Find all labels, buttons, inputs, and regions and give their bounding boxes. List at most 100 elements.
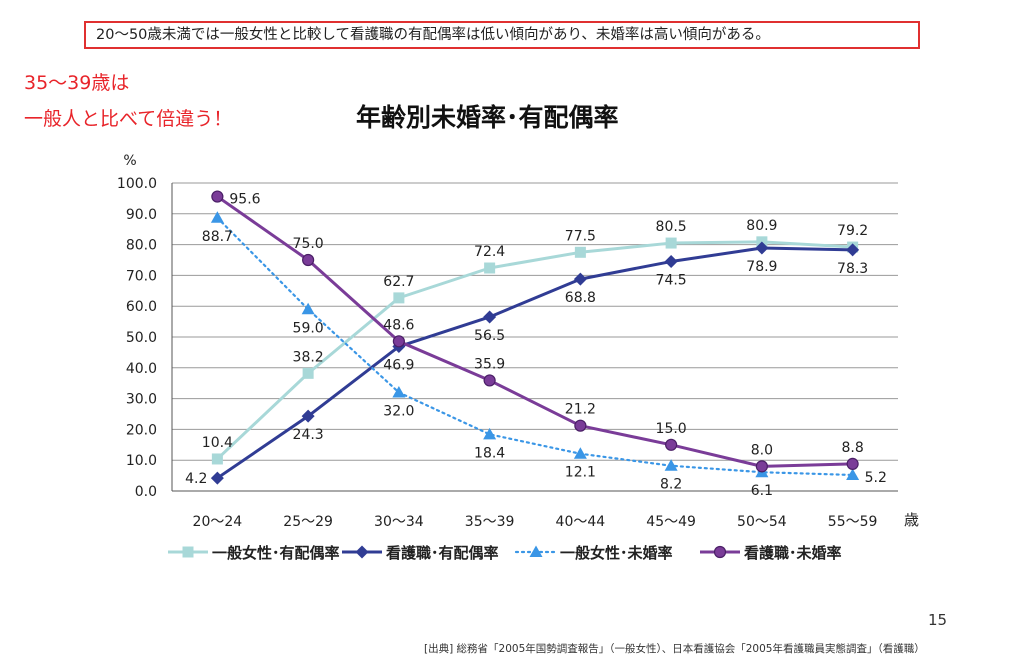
data-label: 35.9 [474, 356, 505, 372]
axes: 0.0 10.0 20.0 30.0 40.0 50.0 60.0 70.0 80.0 90.0 1… [117, 153, 919, 530]
data-point [573, 272, 587, 286]
series-lines [210, 190, 860, 485]
data-label: 10.4 [202, 435, 233, 451]
data-label: 59.0 [293, 320, 324, 336]
y-tick-label: 30.0 [126, 392, 157, 408]
y-tick-label: 80.0 [126, 238, 157, 254]
data-label: 88.7 [202, 229, 233, 245]
data-point [846, 468, 860, 480]
x-tick-label: 25～29 [283, 514, 333, 530]
data-point [302, 253, 315, 267]
series-line [216, 216, 854, 477]
data-point [574, 419, 587, 432]
source-citation: [出典] 総務省「2005年国勢調査報告」（一般女性）、日本看護協会「2005年… [424, 643, 925, 655]
data-label: 8.0 [751, 442, 773, 458]
data-label: 56.5 [474, 328, 505, 344]
data-point [573, 447, 587, 459]
x-tick-label: 20～24 [193, 514, 243, 530]
data-point [392, 335, 405, 348]
series-line [216, 240, 853, 461]
data-point [483, 310, 497, 324]
data-label: 48.6 [383, 317, 414, 333]
data-label: 21.2 [565, 402, 596, 418]
data-point [574, 246, 586, 258]
series-4 [211, 190, 859, 473]
data-point [846, 457, 859, 470]
data-point [483, 374, 496, 387]
y-tick-label: 60.0 [126, 299, 157, 315]
data-label: 15.0 [656, 421, 687, 437]
legend-marker [182, 546, 194, 558]
data-label: 8.8 [841, 440, 863, 456]
y-tick-label: 70.0 [126, 268, 157, 284]
data-point [846, 243, 860, 257]
annotation-line-2: 一般人と比べて倍違う！ [24, 108, 233, 130]
data-label: 95.6 [229, 192, 260, 208]
data-label: 24.3 [293, 427, 324, 443]
data-label: 38.2 [293, 349, 324, 365]
legend-marker [355, 545, 369, 559]
data-point [755, 460, 768, 473]
data-point [665, 438, 678, 451]
summary-box: 20～50歳未満では一般女性と比較して看護職の有配偶率は低い傾向があり、未婚率は… [84, 21, 920, 49]
x-tick-label: 30～34 [374, 514, 424, 530]
data-label: 12.1 [565, 465, 596, 481]
series-2 [210, 241, 860, 485]
y-tick-label: 100.0 [117, 176, 157, 192]
x-tick-label: 40～44 [556, 514, 606, 530]
data-label: 80.9 [746, 218, 777, 234]
chart-title: 年齢別未婚率･有配偶率 [356, 103, 619, 132]
data-label: 8.2 [660, 477, 682, 493]
data-point [210, 211, 224, 223]
data-point [484, 262, 496, 274]
data-point [755, 241, 769, 255]
x-tick-label: 55～59 [828, 514, 878, 530]
x-axis-unit-label: 歳 [904, 511, 919, 529]
x-tick-label: 45～49 [646, 514, 696, 530]
page-number: 15 [928, 611, 948, 629]
series-3 [210, 211, 860, 480]
data-label: 4.2 [185, 471, 207, 487]
x-tick-label: 35～39 [465, 514, 515, 530]
legend-marker [713, 545, 727, 559]
data-point [302, 367, 314, 379]
data-label: 6.1 [751, 483, 773, 499]
legend-label: 一般女性･有配偶率 [212, 544, 340, 562]
data-label: 5.2 [865, 470, 887, 486]
data-label: 62.7 [383, 274, 414, 290]
y-axis-unit-label: % [123, 153, 136, 169]
y-tick-label: 0.0 [135, 484, 157, 500]
legend-label: 一般女性･未婚率 [560, 544, 673, 562]
data-point [665, 237, 677, 249]
legend-item-1: 一般女性･有配偶率 [168, 544, 340, 562]
data-point [301, 409, 315, 423]
data-label: 79.2 [837, 223, 868, 239]
y-tick-label: 20.0 [126, 422, 157, 438]
data-label: 80.5 [656, 219, 687, 235]
legend-item-4: 看護職･未婚率 [700, 544, 842, 562]
data-label: 68.8 [565, 290, 596, 306]
data-label: 78.3 [837, 261, 868, 277]
data-labels: 10.4 38.2 62.7 72.4 77.5 80.5 80.9 79.2 4.2 24.3 4… [185, 192, 887, 500]
y-tick-label: 50.0 [126, 330, 157, 346]
y-tick-label: 90.0 [126, 207, 157, 223]
legend-marker [529, 545, 543, 557]
legend-label: 看護職･有配偶率 [386, 544, 499, 562]
data-label: 72.4 [474, 244, 505, 260]
legend-item-3: 一般女性･未婚率 [514, 544, 673, 562]
legend: 一般女性･有配偶率 看護職･有配偶率 一般女性･未婚率 看護職･未婚率 [168, 544, 842, 562]
summary-text: 20～50歳未満では一般女性と比較して看護職の有配偶率は低い傾向があり、未婚率は… [96, 27, 770, 43]
data-point [211, 190, 224, 203]
annotation-line-1: 35～39歳は [24, 72, 130, 94]
x-tick-label: 50～54 [737, 514, 787, 530]
data-label: 77.5 [565, 228, 596, 244]
y-tick-label: 10.0 [126, 453, 157, 469]
data-label: 32.0 [383, 403, 414, 419]
data-label: 46.9 [383, 358, 414, 374]
data-label: 74.5 [656, 273, 687, 289]
y-tick-label: 40.0 [126, 361, 157, 377]
data-point [392, 385, 406, 398]
series-line [216, 195, 853, 468]
data-label: 18.4 [474, 445, 505, 461]
data-point [664, 459, 678, 471]
